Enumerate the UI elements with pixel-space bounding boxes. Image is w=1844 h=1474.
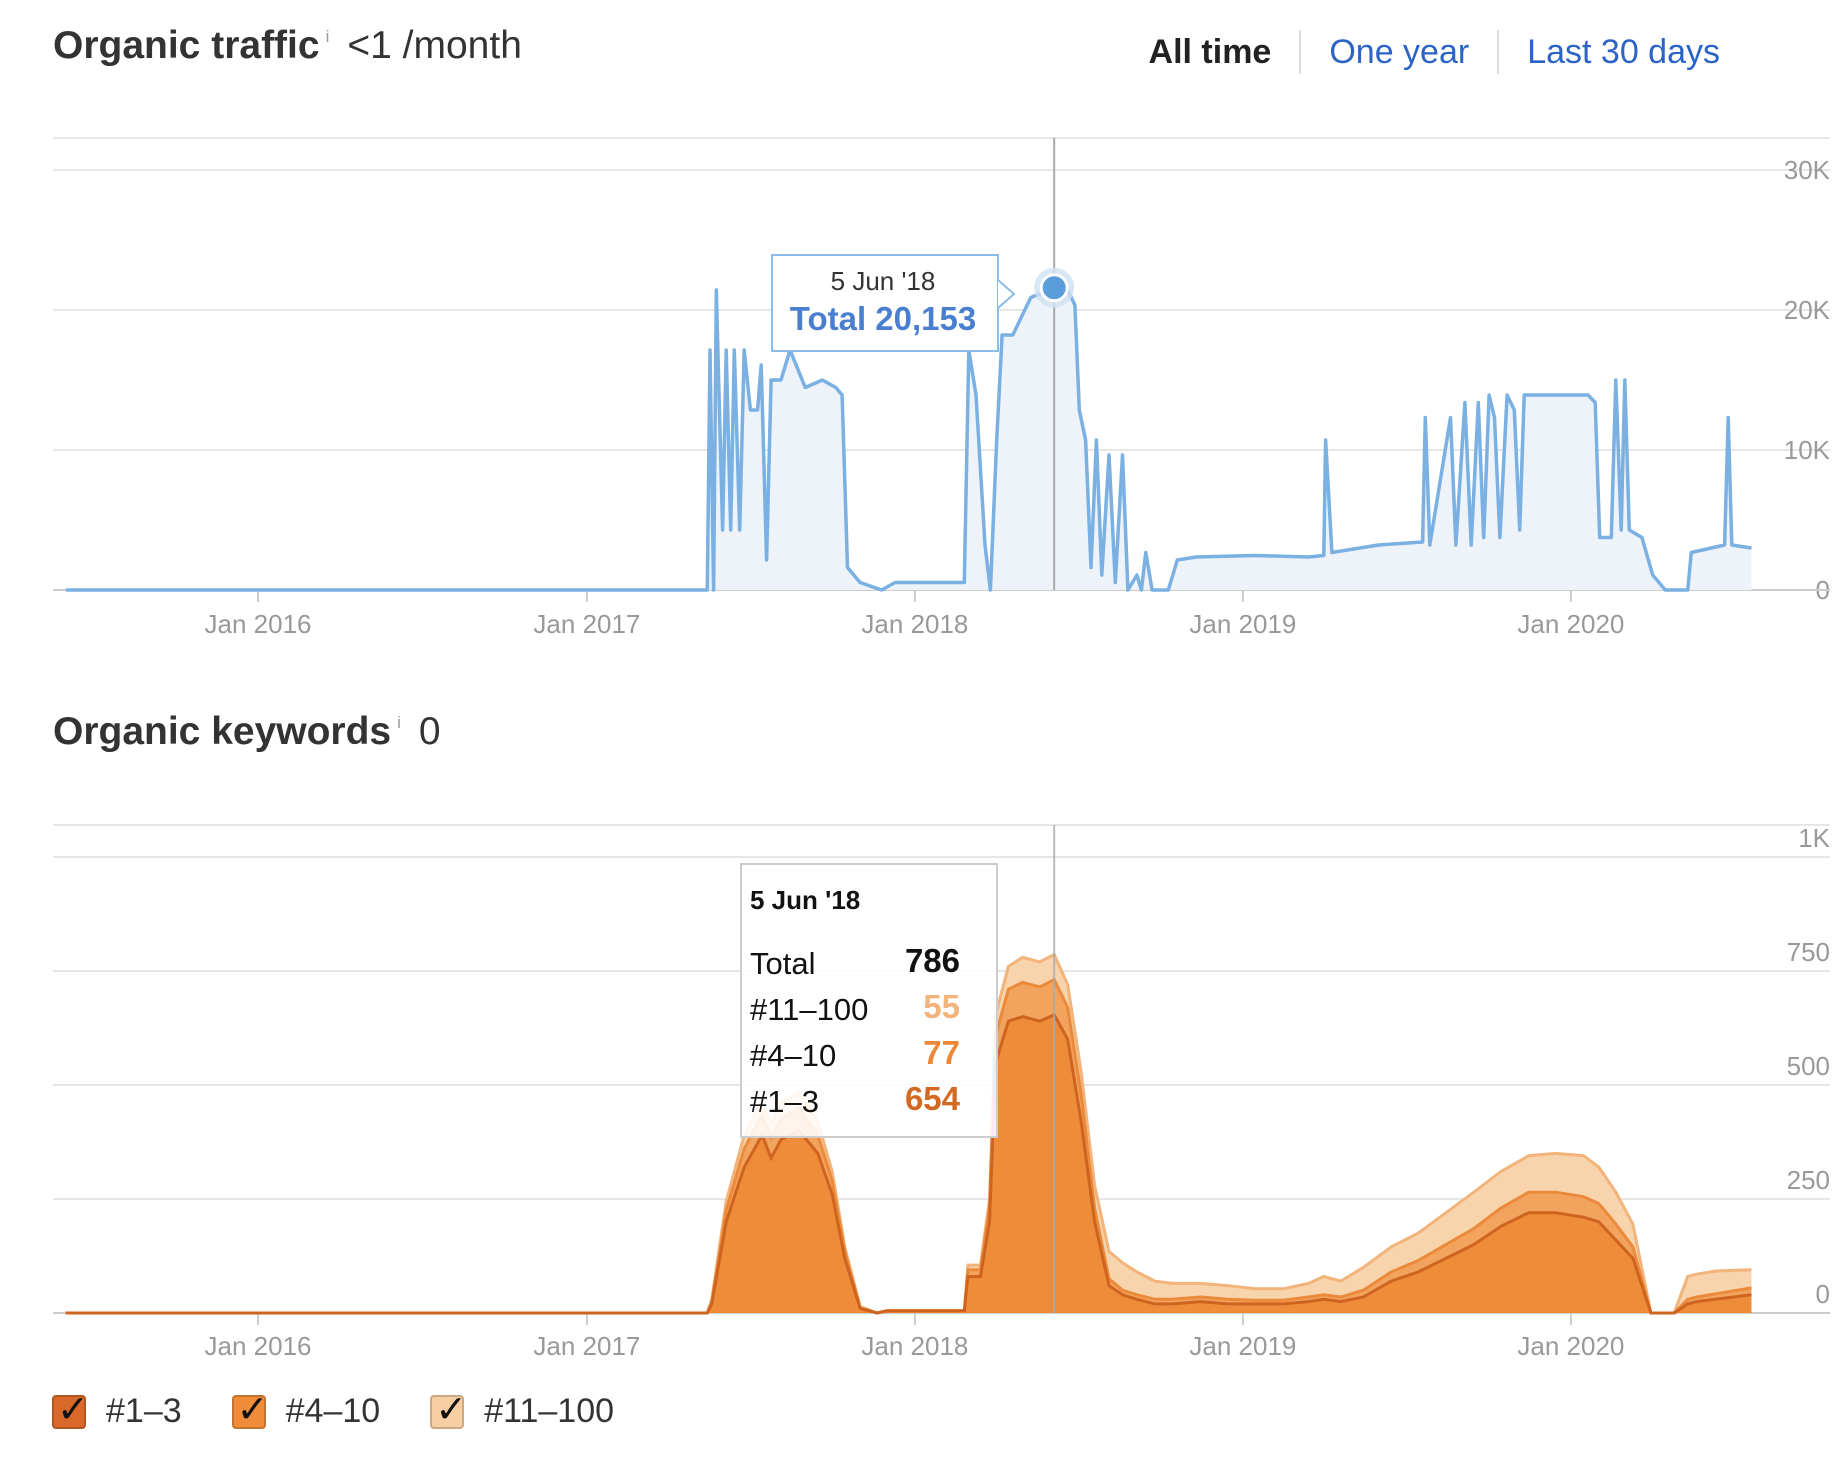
checkbox-11-100[interactable]: ✓	[430, 1387, 467, 1431]
area-series-1-3	[65, 1014, 1752, 1313]
x-tick-label: Jan 2016	[205, 1331, 312, 1361]
traffic-line	[65, 285, 1752, 592]
traffic-title: Organic traffic	[53, 24, 320, 67]
x-tick-label: Jan 2017	[533, 609, 640, 639]
line-series-1-3	[65, 1012, 1752, 1315]
keywords-value: 0	[418, 710, 441, 753]
keywords-tooltip-value: 55	[923, 988, 960, 1025]
keywords-tooltip-label: #4–10	[750, 1038, 836, 1073]
x-tick-label: Jan 2020	[1517, 609, 1624, 639]
x-tick-label: Jan 2017	[533, 1331, 640, 1361]
keywords-title: Organic keywords	[53, 710, 392, 753]
line-series-4-10	[65, 977, 1752, 1315]
keywords-tooltip: 5 Jun '18 Total 786 #11–100 55 #4–10 77 #1–3 654	[740, 863, 998, 1138]
checkmark-icon: ✓	[57, 1386, 89, 1431]
checkbox-1-3[interactable]: ✓	[52, 1387, 89, 1431]
traffic-tooltip: 5 Jun '18 Total 20,153	[771, 254, 1016, 352]
x-tick-label: Jan 2018	[861, 1331, 968, 1361]
legend-label-1-3: #1–3	[106, 1392, 182, 1430]
traffic-info-icon[interactable]: i	[325, 27, 330, 46]
y-tick-label: 20K	[1784, 295, 1831, 325]
hover-point	[1039, 273, 1069, 303]
y-tick-label: 10K	[1784, 435, 1831, 465]
traffic-tooltip-total: Total 20,153	[790, 300, 976, 337]
keywords-header: Organic keywords i 0	[53, 710, 441, 754]
keywords-tooltip-value: 654	[905, 1080, 961, 1117]
x-tick-label: Jan 2016	[205, 609, 312, 639]
x-tick-label: Jan 2019	[1189, 609, 1296, 639]
keywords-tooltip-value: 77	[923, 1034, 960, 1071]
keywords-info-icon[interactable]: i	[397, 713, 401, 732]
legend: ✓ #1–3 ✓ #4–10 ✓ #11–100	[52, 1387, 664, 1431]
keywords-tooltip-box	[740, 863, 998, 1138]
y-tick-label: 30K	[1784, 155, 1831, 185]
tab-last-30-days[interactable]: Last 30 days	[1497, 30, 1748, 74]
y-tick-label: 1K	[1798, 823, 1830, 853]
keywords-tooltip-label: #11–100	[750, 992, 868, 1027]
x-tick-label: Jan 2020	[1517, 1331, 1624, 1361]
keywords-tooltip-label: Total	[750, 946, 815, 981]
keywords-tooltip-label: #1–3	[750, 1084, 819, 1119]
checkmark-icon: ✓	[435, 1386, 468, 1431]
traffic-header: Organic traffic i <1 /month	[53, 24, 522, 68]
checkbox-4-10[interactable]: ✓	[231, 1387, 268, 1431]
legend-label-4-10: #4–10	[285, 1392, 381, 1430]
y-tick-label: 500	[1787, 1051, 1830, 1081]
legend-item-1-3[interactable]: ✓ #1–3	[52, 1387, 182, 1431]
legend-label-11-100: #11–100	[484, 1392, 615, 1430]
traffic-tooltip-pointer	[997, 279, 1016, 309]
x-tick-label: Jan 2018	[861, 609, 968, 639]
keywords-chart[interactable]: 0 250 500 750 1K Jan 2016 Jan 2017 Jan 2018 Jan …	[0, 800, 1844, 1380]
tab-all-time[interactable]: All time	[1148, 33, 1272, 71]
traffic-tooltip-box	[771, 254, 999, 352]
tab-one-year[interactable]: One year	[1299, 30, 1497, 74]
y-tick-label: 750	[1787, 937, 1830, 967]
checkmark-icon: ✓	[236, 1386, 269, 1431]
traffic-value: <1 /month	[347, 24, 522, 67]
traffic-tooltip-date: 5 Jun '18	[831, 266, 936, 296]
traffic-area	[65, 287, 1752, 590]
time-range-tabs: All time One year Last 30 days	[1149, 30, 1748, 74]
keywords-tooltip-value: 786	[905, 942, 960, 979]
line-series-11-100	[65, 952, 1752, 1315]
legend-item-4-10[interactable]: ✓ #4–10	[231, 1387, 381, 1431]
y-tick-label: 0	[1816, 1279, 1830, 1309]
y-tick-label: 250	[1787, 1165, 1830, 1195]
x-tick-label: Jan 2019	[1189, 1331, 1296, 1361]
keywords-tooltip-date: 5 Jun '18	[750, 885, 860, 915]
legend-item-11-100[interactable]: ✓ #11–100	[430, 1387, 615, 1431]
